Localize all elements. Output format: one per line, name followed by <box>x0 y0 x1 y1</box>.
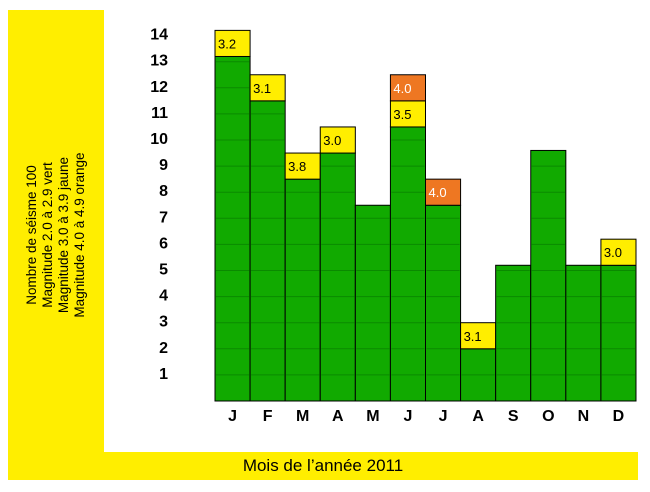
x-tick-label: F <box>263 408 273 425</box>
bar-segment-yellow <box>214 29 251 57</box>
y-tick-label: 12 <box>150 79 168 96</box>
y-tick-label: 13 <box>150 53 168 70</box>
data-label: 3.8 <box>288 159 306 174</box>
data-label: 3.2 <box>218 36 236 51</box>
bar-segment-green <box>530 149 567 402</box>
x-tick-label: J <box>404 408 413 425</box>
bar-segment-yellow <box>284 152 321 180</box>
x-tick-label: D <box>613 408 625 425</box>
x-tick-label: N <box>578 408 590 425</box>
y-tick-label: 3 <box>159 314 168 331</box>
bar-segment-yellow <box>319 126 356 154</box>
bar-segment-green <box>565 264 602 402</box>
x-tick-label: M <box>366 408 379 425</box>
x-tick-label: J <box>439 408 448 425</box>
x-tick-label: S <box>508 408 519 425</box>
data-label: 3.1 <box>464 329 482 344</box>
bar-segment-green <box>495 264 532 402</box>
bar-segment-green <box>284 178 321 402</box>
y-tick-label: 5 <box>159 262 168 279</box>
x-tick-label: A <box>472 408 484 425</box>
y-tick-label: 4 <box>159 288 168 305</box>
data-label: 3.0 <box>604 245 622 260</box>
data-label: 3.1 <box>253 81 271 96</box>
x-axis-label: Mois de l’année 2011 <box>8 452 638 480</box>
y-tick-label: 6 <box>159 235 168 252</box>
y-tick-label: 10 <box>150 131 168 148</box>
bar-segment-green <box>425 204 462 402</box>
bar-segment-green <box>319 152 356 402</box>
bar-segment-yellow <box>249 74 286 102</box>
bar-segment-orange <box>389 74 426 102</box>
data-label: 4.0 <box>429 185 447 200</box>
data-label: 3.0 <box>323 133 341 148</box>
bar-segment-green <box>249 100 286 402</box>
bar-segment-green <box>600 264 637 402</box>
bar-segment-green <box>214 55 251 402</box>
y-tick-label: 8 <box>159 183 168 200</box>
y-tick-label: 1 <box>159 366 168 383</box>
y-tick-label: 2 <box>159 340 168 357</box>
y-axis-label-panel: Nombre de séisme 100 Magnitude 2.0 à 2.9… <box>8 10 104 452</box>
x-tick-label: A <box>332 408 344 425</box>
y-tick-label: 14 <box>150 27 168 44</box>
bar-segment-orange <box>425 178 462 206</box>
bar-segment-green <box>389 126 426 402</box>
y-tick-label: 9 <box>159 157 168 174</box>
x-tick-label: O <box>542 408 554 425</box>
bar-segment-yellow <box>600 238 637 266</box>
data-label: 3.5 <box>393 107 411 122</box>
y-tick-label: 11 <box>151 105 168 122</box>
y-tick-label: 7 <box>159 209 168 226</box>
x-tick-label: J <box>228 408 237 425</box>
data-label: 4.0 <box>393 81 411 96</box>
bar-segment-green <box>354 204 391 402</box>
x-tick-label: M <box>296 408 309 425</box>
